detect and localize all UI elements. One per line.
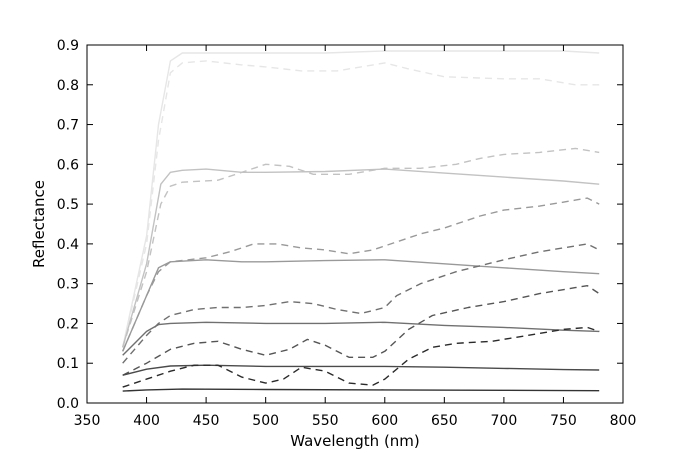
series-line-2-dashed	[122, 60, 600, 348]
y-tick-label: 0.8	[57, 78, 79, 94]
y-axis-ticks: 0.0 0.1 0.2 0.3 0.4 0.5 0.6 0.7 0.8 0.9	[57, 38, 623, 412]
x-axis-label: Wavelength (nm)	[290, 432, 420, 450]
y-tick-label: 0.5	[57, 197, 79, 213]
y-tick-label: 0.4	[57, 237, 79, 253]
series-line-5-solid	[122, 259, 600, 352]
x-axis-ticks: 350 400 450 500 550 600 650 700 750 800	[74, 45, 637, 429]
y-axis-label: Reflectance	[30, 180, 48, 268]
y-tick-label: 0.3	[57, 277, 79, 293]
series-layer	[122, 50, 600, 392]
y-tick-label: 0.2	[57, 316, 79, 332]
series-line-9-dashed	[122, 285, 600, 376]
x-tick-label: 350	[74, 413, 101, 429]
y-tick-label: 0.0	[57, 396, 79, 412]
series-line-1-solid	[122, 50, 600, 348]
series-line-4-dashed	[122, 147, 600, 348]
x-tick-label: 450	[193, 413, 220, 429]
y-tick-label: 0.1	[57, 356, 79, 372]
series-line-7-solid	[122, 321, 600, 356]
x-tick-label: 600	[371, 413, 398, 429]
series-line-12-solid	[122, 388, 600, 392]
series-line-3-solid	[122, 168, 600, 348]
x-tick-label: 400	[133, 413, 160, 429]
x-tick-label: 750	[550, 413, 577, 429]
x-tick-label: 650	[431, 413, 458, 429]
x-tick-label: 700	[491, 413, 518, 429]
series-line-8-dashed	[122, 243, 600, 364]
series-line-6-dashed	[122, 197, 600, 352]
y-tick-label: 0.9	[57, 38, 79, 54]
y-tick-label: 0.6	[57, 157, 79, 173]
x-tick-label: 800	[610, 413, 637, 429]
x-tick-label: 500	[252, 413, 279, 429]
series-line-11-dashed	[122, 326, 600, 388]
y-tick-label: 0.7	[57, 118, 79, 134]
plot-frame	[86, 44, 624, 404]
x-tick-label: 550	[312, 413, 339, 429]
series-line-10-solid	[122, 364, 600, 376]
